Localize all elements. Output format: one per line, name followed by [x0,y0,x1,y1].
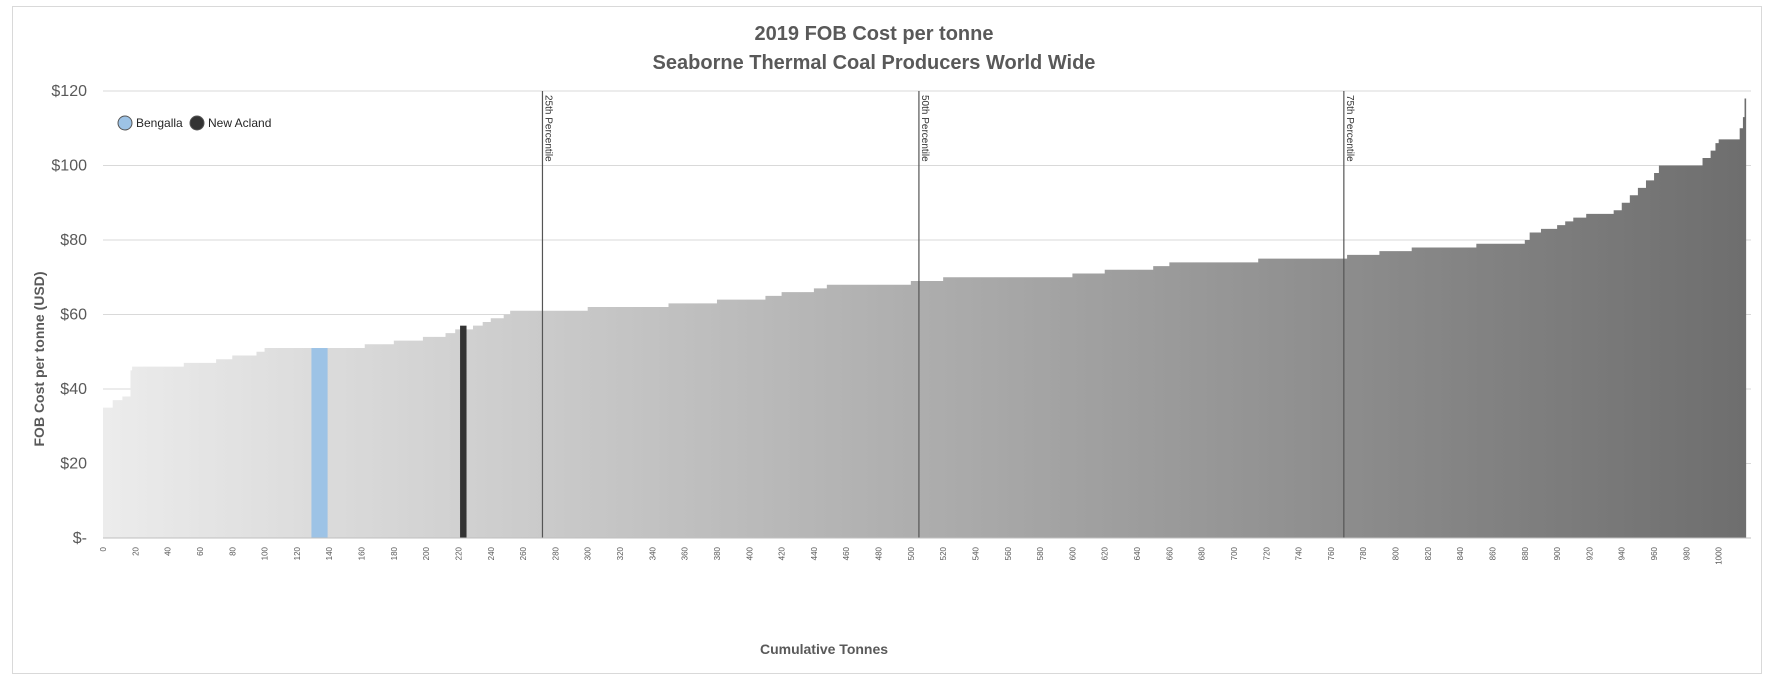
highlight-bar-new-acland [460,325,467,538]
x-tick-label: 60 [196,546,205,555]
highlight-bar-bengalla [311,348,328,538]
x-tick-label: 900 [1553,546,1562,560]
x-tick-label: 140 [325,546,334,560]
x-tick-label: 360 [681,546,690,560]
x-tick-label: 740 [1295,546,1304,560]
chart-frame: 2019 FOB Cost per tonne Seaborne Thermal… [12,6,1762,674]
percentile-label: 50th Percentile [919,95,930,162]
x-axis-ticks: 0 20 40 60 80 100 120 140 160 180 200 220 240 260 280 3… [99,546,1724,564]
x-tick-label: 340 [648,546,657,560]
x-tick-label: 640 [1133,546,1142,560]
legend-marker [189,115,205,131]
x-tick-label: 320 [616,546,625,560]
x-tick-label: 460 [842,546,851,560]
x-tick-label: 100 [261,546,270,560]
x-tick-label: 700 [1230,546,1239,560]
y-tick-label: $100 [51,158,87,175]
y-tick-label: $40 [60,381,87,398]
x-tick-label: 780 [1359,546,1368,560]
legend-label: New Acland [208,116,271,130]
x-tick-label: 80 [228,546,237,555]
percentile-lines: 25th Percentile 50th Percentile 75th Perce… [541,91,1355,538]
y-tick-label: $- [73,530,87,547]
x-tick-label: 820 [1424,546,1433,560]
x-tick-label: 420 [778,546,787,560]
x-tick-label: 440 [810,546,819,560]
x-tick-label: 880 [1521,546,1530,560]
x-tick-label: 200 [422,546,431,560]
x-tick-label: 520 [939,546,948,560]
x-tick-label: 20 [131,546,140,555]
x-tick-label: 860 [1488,546,1497,560]
x-tick-label: 760 [1327,546,1336,560]
x-tick-label: 580 [1036,546,1045,560]
y-axis-label: FOB Cost per tonne (USD) [31,272,47,447]
cost-curve-chart: 2019 FOB Cost per tonne Seaborne Thermal… [31,23,1751,657]
x-tick-label: 180 [390,546,399,560]
x-tick-label: 720 [1262,546,1271,560]
x-tick-label: 560 [1004,546,1013,560]
x-tick-label: 500 [907,546,916,560]
x-tick-label: 680 [1198,546,1207,560]
y-tick-label: $120 [51,83,87,100]
legend: Bengalla New Acland [117,115,271,131]
highlight-bars [311,325,467,538]
x-tick-label: 800 [1392,546,1401,560]
x-tick-label: 980 [1682,546,1691,560]
x-tick-label: 0 [99,546,108,551]
x-tick-label: 840 [1456,546,1465,560]
x-tick-label: 940 [1618,546,1627,560]
x-tick-label: 40 [164,546,173,555]
x-tick-label: 260 [519,546,528,560]
y-tick-label: $80 [60,232,87,249]
percentile-label: 75th Percentile [1344,95,1355,162]
x-tick-label: 920 [1585,546,1594,560]
x-tick-label: 380 [713,546,722,560]
legend-marker [117,115,133,131]
x-tick-label: 960 [1650,546,1659,560]
x-tick-label: 620 [1101,546,1110,560]
percentile-label: 25th Percentile [542,95,553,162]
x-tick-label: 160 [358,546,367,560]
x-tick-label: 240 [487,546,496,560]
x-tick-label: 540 [971,546,980,560]
y-axis-ticks: $- $20 $40 $60 $80 $100 $120 [51,83,87,547]
x-tick-label: 120 [293,546,302,560]
legend-label: Bengalla [136,116,183,130]
x-tick-label: 280 [551,546,560,560]
x-axis-label: Cumulative Tonnes [760,641,888,657]
x-tick-label: 660 [1165,546,1174,560]
x-tick-label: 400 [745,546,754,560]
x-tick-label: 300 [584,546,593,560]
chart-subtitle: Seaborne Thermal Coal Producers World Wi… [653,52,1096,74]
x-tick-label: 600 [1068,546,1077,560]
x-tick-label: 1000 [1715,546,1724,564]
x-tick-label: 480 [875,546,884,560]
y-tick-label: $20 [60,456,87,473]
y-tick-label: $60 [60,307,87,324]
x-tick-label: 220 [454,546,463,560]
chart-title: 2019 FOB Cost per tonne [755,23,994,45]
cost-curve-area [103,98,1747,538]
